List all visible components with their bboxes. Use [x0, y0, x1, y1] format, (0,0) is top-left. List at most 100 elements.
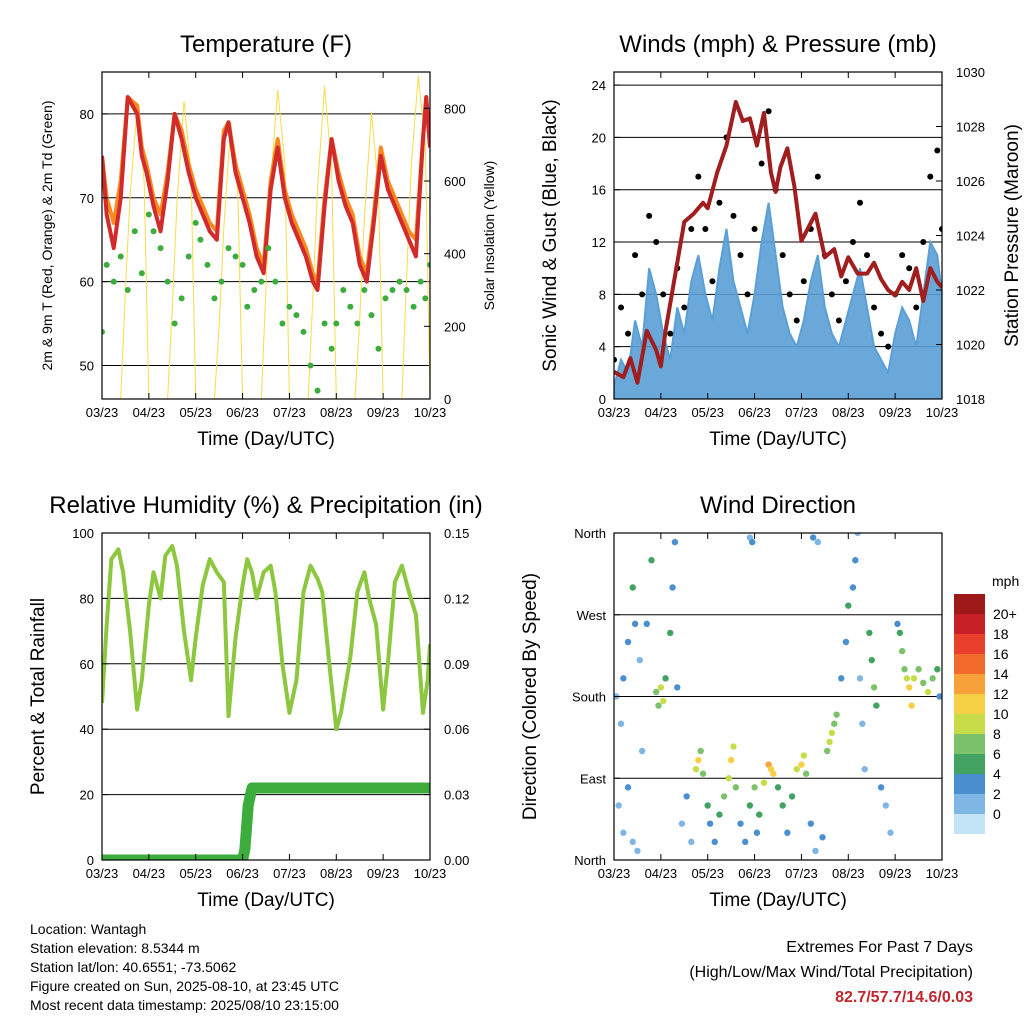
- dewpoint-point: [192, 219, 199, 226]
- direction-title: Wind Direction: [700, 492, 856, 519]
- gust-point: [737, 252, 744, 259]
- winds-ytick-label: 16: [592, 183, 606, 198]
- temperature-xlabel: Time (Day/UTC): [197, 429, 335, 450]
- humidity-xtick-label: 10/23: [414, 866, 447, 881]
- direction-point: [711, 838, 718, 846]
- gust-point: [842, 278, 849, 285]
- temperature-xtick-label: 09/23: [367, 405, 400, 420]
- humidity-y2tick-label: 0.06: [444, 722, 469, 737]
- direction-point: [671, 538, 679, 546]
- station-latlon: Station lat/lon: 40.6551; -73.5062: [30, 959, 237, 975]
- gust-point: [758, 160, 765, 167]
- temperature-y2tick-label: 200: [444, 319, 466, 334]
- dewpoint-point: [427, 261, 430, 268]
- winds-xlabel: Time (Day/UTC): [709, 429, 847, 450]
- direction-point: [915, 666, 922, 673]
- gust-point: [786, 291, 793, 298]
- direction-point: [903, 675, 911, 682]
- dewpoint-point: [239, 261, 246, 268]
- humidity-y2tick-label: 0.12: [444, 591, 469, 606]
- direction-plot-area: [614, 533, 942, 855]
- pressure-series: [614, 99, 942, 385]
- direction-point: [856, 675, 864, 682]
- direction-point: [662, 675, 669, 682]
- direction-point: [624, 784, 632, 791]
- temperature-y2tick-label: 400: [444, 247, 466, 262]
- gust-point: [667, 330, 674, 337]
- direction-xlabel: Time (Day/UTC): [709, 890, 847, 911]
- direction-point: [924, 688, 932, 696]
- dewpoint-point: [328, 345, 335, 352]
- temperature-xtick-label: 04/23: [133, 405, 166, 420]
- extremes-values: 82.7/57.7/14.6/0.03: [835, 989, 973, 1006]
- speed-legend-label: 8: [993, 726, 1001, 742]
- gust-point: [939, 225, 942, 232]
- direction-point: [906, 684, 913, 691]
- dewpoint-point: [102, 328, 105, 335]
- gust-point: [934, 147, 941, 154]
- winds-ytick-label: 12: [592, 235, 606, 250]
- speed-legend-swatch: [954, 594, 985, 614]
- winds-y2tick-label: 1028: [956, 120, 985, 135]
- winds-xtick-label: 08/23: [832, 405, 865, 420]
- direction-point: [660, 697, 667, 705]
- direction-point: [788, 793, 796, 800]
- direction-xtick-label: 06/23: [738, 866, 771, 881]
- humidity-panel: Relative Humidity (%) & Precipitation (i…: [28, 492, 483, 911]
- direction-point: [784, 829, 791, 836]
- winds-xtick-label: 05/23: [691, 405, 724, 420]
- winds-xtick-label: 04/23: [645, 405, 678, 420]
- direction-point: [882, 802, 889, 809]
- direction-point: [877, 784, 885, 791]
- dewpoint-point: [293, 312, 300, 319]
- speed-legend-label: 0: [993, 806, 1001, 822]
- direction-point: [674, 684, 681, 691]
- direction-point: [898, 647, 906, 655]
- dewpoint-point: [361, 287, 368, 293]
- temperature-xtick-label: 07/23: [273, 405, 306, 420]
- gust-point: [828, 291, 835, 298]
- dewpoint-point: [354, 320, 361, 327]
- gust-point: [688, 225, 695, 232]
- direction-xtick-label: 03/23: [598, 866, 631, 881]
- direction-ylabel: Direction (Colored By Speed): [520, 573, 541, 820]
- temperature-y2tick-label: 0: [444, 392, 451, 407]
- dewpoint-point: [197, 236, 204, 243]
- dewpoint-point: [314, 387, 321, 394]
- dewpoint-point: [145, 211, 152, 218]
- speed-legend-swatch: [954, 774, 985, 794]
- humidity-xtick-label: 06/23: [226, 866, 259, 881]
- direction-point: [793, 765, 800, 773]
- direction-point: [737, 820, 744, 827]
- direction-point: [929, 675, 936, 682]
- direction-point: [826, 738, 833, 746]
- gust-point: [913, 304, 920, 311]
- extremes-box: Extremes For Past 7 Days (High/Low/Max W…: [689, 935, 973, 1010]
- direction-point: [934, 666, 941, 673]
- winds-y2tick-label: 1018: [956, 392, 985, 407]
- dewpoint-point: [251, 287, 258, 293]
- direction-point: [833, 711, 840, 718]
- gust-point: [632, 252, 639, 259]
- dewpoint-point: [375, 345, 382, 352]
- humidity-y2tick-label: 0.09: [444, 657, 469, 672]
- gust-point: [695, 173, 702, 180]
- gust-point: [744, 291, 751, 298]
- gust-point: [800, 278, 807, 285]
- station-location: Location: Wantagh: [30, 921, 147, 937]
- direction-ytick-label: West: [577, 608, 607, 623]
- direction-point: [861, 765, 868, 773]
- temperature-ytick-label: 50: [80, 358, 94, 373]
- dewpoint-point: [265, 245, 272, 252]
- direction-point: [760, 779, 768, 786]
- speed-legend-label: 14: [993, 666, 1009, 682]
- dewpoint-point: [110, 278, 117, 285]
- direction-point: [652, 688, 660, 696]
- direction-point: [910, 675, 918, 682]
- direction-point: [648, 557, 655, 564]
- gust-point: [814, 173, 821, 180]
- direction-point: [725, 775, 732, 782]
- direction-point: [798, 761, 805, 768]
- gust-point: [885, 343, 892, 350]
- direction-point: [716, 811, 723, 818]
